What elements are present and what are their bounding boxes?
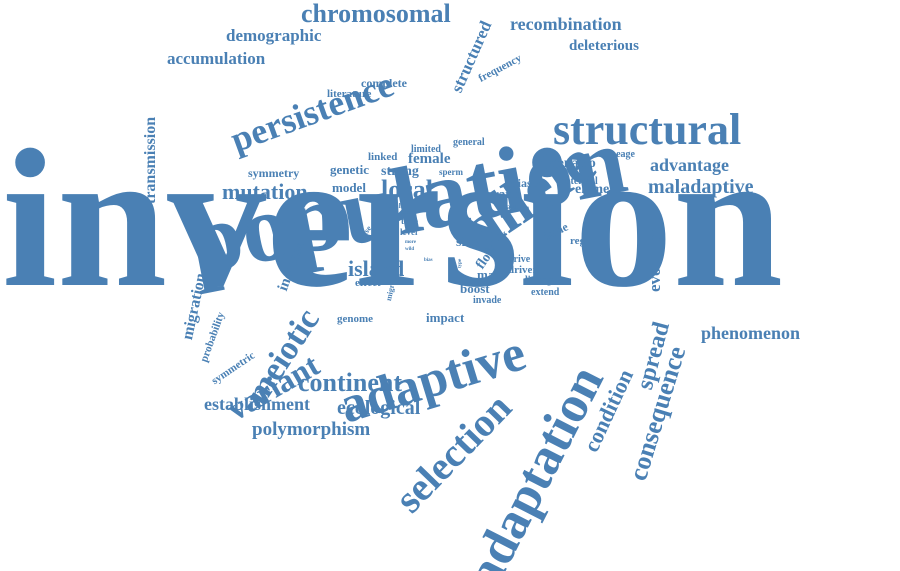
word-phenomenon: phenomenon — [701, 323, 801, 343]
word-load: load — [496, 232, 506, 237]
word-recombination: recombination — [510, 14, 622, 34]
word-drive: drive — [508, 254, 531, 265]
word-size: size — [456, 235, 478, 250]
word-sperm: sperm — [439, 167, 463, 177]
word-stage: stage — [502, 203, 518, 211]
word-island: island — [348, 256, 405, 281]
word-linked: linked — [368, 151, 398, 163]
word-extend: extend — [531, 287, 560, 298]
word-establishment: establishment — [204, 394, 311, 414]
word-level: level — [400, 227, 418, 237]
word-maladaptive: maladaptive — [648, 176, 754, 198]
word-evolution: evolution — [645, 224, 664, 292]
word-work: work — [485, 248, 497, 253]
word-genetic: genetic — [330, 162, 369, 177]
word-polymorphism: polymorphism — [252, 419, 371, 440]
word-structural: structural — [553, 105, 742, 154]
word-continent: continent — [298, 368, 402, 397]
word-ratio: ratio — [493, 186, 520, 201]
word-structured: structured — [447, 17, 496, 96]
word-genome: genome — [337, 313, 374, 325]
word-potential: potential — [560, 176, 598, 187]
word-case: case — [402, 210, 413, 216]
word-chromosomal: chromosomal — [301, 0, 451, 28]
word-general: general — [453, 137, 485, 148]
word-time: time — [401, 216, 418, 226]
word-mutation: mutation — [222, 179, 308, 204]
word-local: local — [381, 175, 433, 204]
word-impact: impact — [426, 310, 465, 325]
word-complete: complete — [361, 76, 407, 90]
word-biased: biased — [511, 176, 544, 190]
word-advantage: advantage — [650, 155, 730, 175]
word-symmetry: symmetry — [248, 166, 300, 180]
word-accumulation: accumulation — [167, 49, 266, 68]
word-literature: literature — [327, 88, 372, 100]
word-model: model — [332, 180, 366, 195]
word-bias: bias — [424, 258, 433, 263]
word-male: male — [477, 267, 504, 282]
word-lineage: lineage — [605, 149, 635, 160]
word-element: element — [575, 182, 622, 197]
word-driver: driver — [508, 264, 538, 276]
word-female: female — [408, 151, 451, 167]
word-transmission: transmission — [142, 116, 159, 204]
word-inversion: inversion — [2, 109, 784, 328]
word-more: more — [405, 240, 417, 245]
word-result: result — [386, 202, 403, 210]
word-region: region — [570, 235, 600, 247]
word-ecological: ecological — [337, 397, 421, 419]
word-demographic: demographic — [226, 26, 322, 45]
word-effect: effect — [355, 277, 381, 289]
word-deleterious: deleterious — [569, 38, 639, 54]
word-linkage: linkage — [525, 275, 557, 286]
word-boost: boost — [460, 281, 490, 296]
word-strong: strong — [381, 164, 419, 179]
word-scenario: scenario — [546, 156, 596, 171]
word-type: type — [458, 258, 463, 268]
word-limited: limited — [411, 144, 441, 155]
word-frequency: frequency — [476, 52, 524, 85]
word-invade: invade — [473, 295, 502, 306]
word-wild: wild — [405, 247, 415, 252]
